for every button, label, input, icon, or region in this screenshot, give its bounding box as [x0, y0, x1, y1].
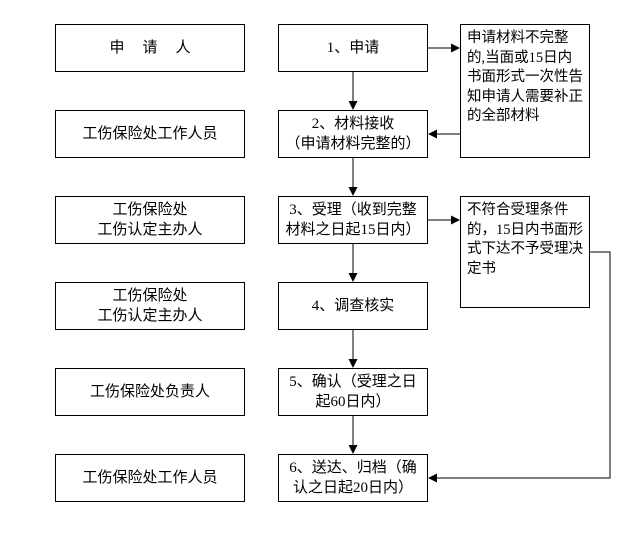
note-text: 申请材料不完整的,当面或15日内书面形式一次性告知申请人需要补正的全部材料	[467, 29, 583, 127]
step-label: 2、材料接收 （申请材料完整的）	[285, 114, 420, 155]
note-rejection: 不符合受理条件的，15日内书面形式下达不予受理决定书	[460, 196, 590, 308]
role-label: 工伤保险处 工伤认定主办人	[97, 200, 202, 241]
role-staff-1: 工伤保险处工作人员	[55, 110, 245, 158]
role-label: 工伤保险处工作人员	[82, 124, 217, 144]
step-label: 1、申请	[327, 38, 380, 58]
role-label: 工伤保险处 工伤认定主办人	[97, 286, 202, 327]
role-label: 工伤保险处工作人员	[82, 468, 217, 488]
role-applicant: 申请人	[55, 24, 245, 72]
step-label: 5、确认（受理之日起60日内）	[285, 372, 421, 413]
note-text: 不符合受理条件的，15日内书面形式下达不予受理决定书	[467, 201, 583, 279]
role-staff-2: 工伤保险处工作人员	[55, 454, 245, 502]
step-4-investigate: 4、调查核实	[278, 282, 428, 330]
role-label: 申请人	[109, 38, 208, 58]
step-label: 6、送达、归档（确认之日起20日内）	[285, 458, 421, 499]
step-label: 4、调查核实	[312, 296, 395, 316]
step-5-confirm: 5、确认（受理之日起60日内）	[278, 368, 428, 416]
note-incomplete-materials: 申请材料不完整的,当面或15日内书面形式一次性告知申请人需要补正的全部材料	[460, 24, 590, 158]
step-label: 3、受理（收到完整材料之日起15日内）	[285, 200, 421, 241]
role-label: 工伤保险处负责人	[90, 382, 210, 402]
role-handler-1: 工伤保险处 工伤认定主办人	[55, 196, 245, 244]
step-1-apply: 1、申请	[278, 24, 428, 72]
step-3-accept: 3、受理（收到完整材料之日起15日内）	[278, 196, 428, 244]
step-6-deliver: 6、送达、归档（确认之日起20日内）	[278, 454, 428, 502]
role-handler-2: 工伤保险处 工伤认定主办人	[55, 282, 245, 330]
role-supervisor: 工伤保险处负责人	[55, 368, 245, 416]
step-2-receive: 2、材料接收 （申请材料完整的）	[278, 110, 428, 158]
